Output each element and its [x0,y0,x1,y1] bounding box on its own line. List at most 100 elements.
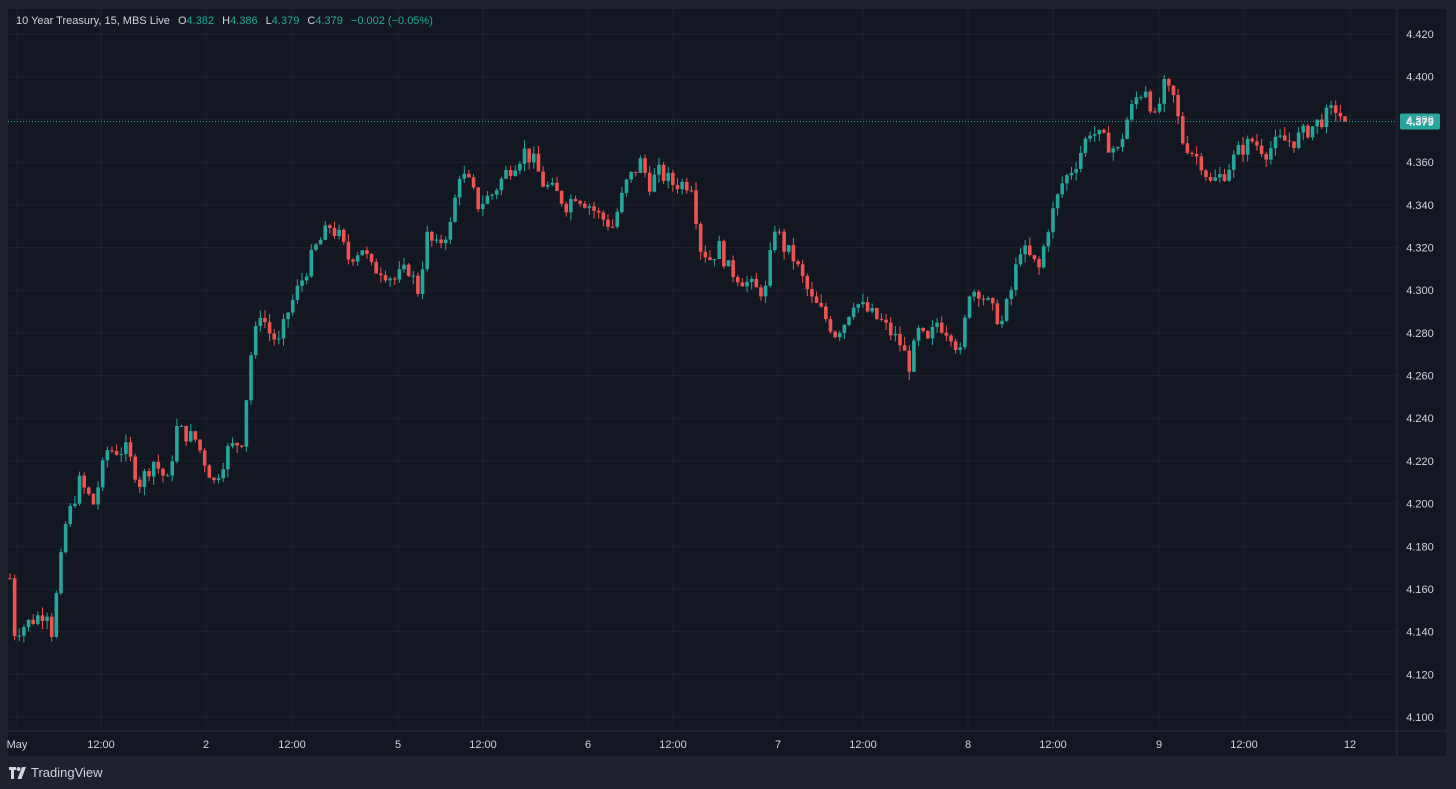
price-tick-label: 4.200 [1406,499,1434,511]
tradingview-branding[interactable]: TradingView [9,765,103,780]
price-tick-label: 4.220 [1406,456,1434,468]
candle-body [1218,174,1222,178]
candle [87,486,91,496]
candle-body [638,158,643,173]
candle [100,457,105,492]
candle-body [1074,168,1078,173]
candle [1282,127,1287,141]
chart-pane[interactable] [8,9,1446,756]
candle [763,280,768,304]
candle-body [1176,95,1180,117]
candle-body [323,225,328,240]
candle-body [578,201,582,204]
candle-body [272,333,277,340]
candle-body [1343,116,1347,122]
candle [63,521,68,554]
candle-body [388,278,392,281]
candle-body [958,347,963,350]
candle-body [1185,143,1190,153]
candle-body [193,431,198,440]
candle [68,503,73,528]
candle [175,418,179,464]
candle-body [643,158,647,173]
candle-body [1227,169,1231,181]
candle-body [1287,140,1292,142]
candle [1324,104,1329,134]
candle [596,207,601,219]
candle [518,161,522,175]
candle-body [633,171,638,173]
candle-body [768,250,773,286]
candle-body [453,197,457,222]
candle [1231,150,1236,178]
candle [865,296,870,313]
candle-body [559,190,564,204]
candle-body [147,471,151,477]
candle-body [851,307,856,317]
candle-body [995,303,1000,325]
candle [559,189,564,207]
candle-body [467,173,471,178]
candle [8,573,12,580]
candle-body [610,226,615,228]
candle [958,342,963,355]
candle [1125,117,1129,140]
candle [137,476,142,493]
candle [944,325,949,342]
candle [1023,239,1027,263]
candle-body [541,171,545,187]
candle-body [953,341,958,350]
candle-body [708,257,712,260]
candle [346,234,351,265]
candle [573,195,578,202]
candle-body [1180,116,1185,144]
candle-body [1301,125,1306,133]
candle-body [82,475,86,488]
candle [161,467,165,483]
candle-body [735,277,740,283]
candle [555,176,559,192]
candle [392,276,397,285]
candle-body [430,231,434,241]
candle-body [967,296,972,318]
candle [337,224,341,240]
candle [128,436,133,462]
candle-body [1097,129,1102,135]
time-tick-label: 2 [203,739,209,751]
candle [1185,135,1190,155]
candle [1213,169,1218,182]
legend-low-label: L [265,15,272,27]
candle-body [856,304,861,308]
candle [689,185,694,193]
price-tick-label: 4.360 [1406,157,1434,169]
candle [953,338,958,354]
candle-body [226,446,230,470]
candle-body [536,153,541,172]
candle [986,296,990,301]
candle [800,259,805,283]
candle [1148,89,1153,114]
candle [532,146,536,169]
candle [277,330,281,345]
candle [582,200,587,209]
candle [1000,315,1004,328]
candle [476,187,480,213]
time-tick-label: 12:00 [1230,739,1258,751]
candle-body [805,275,810,290]
candle-body [300,280,304,286]
candle-body [1111,148,1116,153]
candle [833,330,837,339]
candle [96,481,100,510]
candle [578,199,582,207]
candle [935,318,939,333]
candle [837,330,842,342]
time-tick-label: 12:00 [469,739,497,751]
candle [1208,172,1213,183]
price-tick-label: 4.340 [1406,200,1434,212]
candle-body [1000,320,1004,325]
candle-body [374,261,378,274]
price-tick-label: 4.140 [1406,627,1434,639]
candle-body [8,578,12,580]
candle-body [963,317,967,348]
